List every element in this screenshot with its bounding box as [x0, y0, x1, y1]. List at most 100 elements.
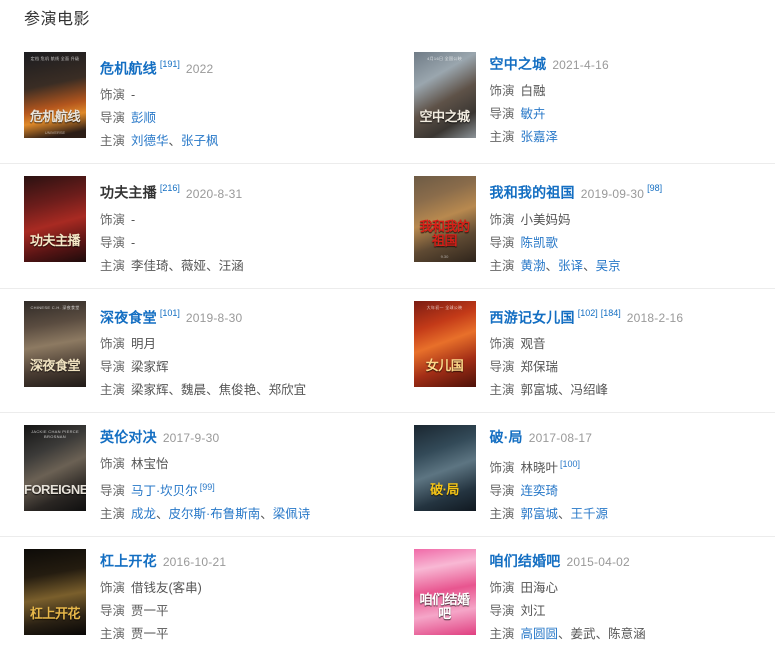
starring-name: 郑欣宜	[269, 383, 307, 397]
meta-label-role: 饰演	[100, 213, 125, 227]
name-separator: 、	[256, 383, 269, 397]
name-separator: 、	[558, 383, 571, 397]
director-value: 贾一平	[131, 604, 169, 618]
director-value[interactable]: 连奕琦	[521, 484, 559, 498]
starring-name[interactable]: 黄渤	[521, 259, 546, 273]
film-title-link[interactable]: 破·局	[490, 429, 523, 445]
film-title-link[interactable]: 西游记女儿国	[490, 309, 575, 325]
meta-label-director: 导演	[100, 236, 125, 250]
director-value: -	[131, 236, 135, 250]
director-value[interactable]: 彭顺	[131, 111, 156, 125]
meta-label-starring: 主演	[490, 130, 515, 144]
meta-line-director: 导演刘江	[490, 600, 775, 623]
role-value: -	[131, 213, 135, 227]
film-title-link[interactable]: 杠上开花	[100, 553, 157, 569]
citation-ref[interactable]: [98]	[647, 183, 662, 193]
citation-ref[interactable]: [191]	[160, 59, 180, 69]
film-poster[interactable]: JACKIE CHAN PIERCE BROSNANFOREIGNER	[24, 425, 86, 511]
starring-name: 姜武	[571, 627, 596, 641]
meta-line-director: 导演陈凯歌	[490, 232, 775, 255]
meta-label-role: 饰演	[100, 88, 125, 102]
meta-label-role: 饰演	[490, 581, 515, 595]
poster-title-art: 我和我的祖国	[414, 220, 476, 248]
film-poster[interactable]: CHINESE C.H. 深夜食堂深夜食堂	[24, 301, 86, 387]
meta-line-role: 饰演白融	[490, 80, 775, 103]
film-title-link[interactable]: 空中之城	[490, 56, 547, 72]
film-title-link[interactable]: 我和我的祖国	[490, 185, 575, 201]
film-title-link[interactable]: 危机航线	[100, 60, 157, 76]
film-poster[interactable]: 咱们结婚吧	[414, 549, 476, 635]
meta-label-role: 饰演	[490, 461, 515, 475]
film-poster[interactable]: 杠上开花	[24, 549, 86, 635]
director-value[interactable]: 陈凯歌	[521, 236, 559, 250]
director-value: 刘江	[521, 604, 546, 618]
starring-name[interactable]: 王千源	[571, 507, 609, 521]
citation-ref[interactable]: [100]	[560, 459, 580, 469]
meta-line-role: 饰演小美妈妈	[490, 209, 775, 232]
starring-name[interactable]: 高圆圆	[521, 627, 559, 641]
film-release-date: 2022	[186, 62, 214, 76]
role-value: -	[131, 88, 135, 102]
director-value[interactable]: 敏卉	[521, 107, 546, 121]
meta-label-director: 导演	[490, 107, 515, 121]
starring-name: 梁家辉	[131, 383, 169, 397]
meta-label-role: 饰演	[100, 337, 125, 351]
film-title-link[interactable]: 英伦对决	[100, 429, 157, 445]
meta-label-starring: 主演	[100, 627, 125, 641]
poster-title-art: 咱们结婚吧	[414, 593, 476, 621]
name-separator: 、	[558, 627, 571, 641]
starring-name[interactable]: 皮尔斯·布鲁斯南	[169, 507, 261, 521]
citation-ref[interactable]: [101]	[160, 308, 180, 318]
starring-name[interactable]: 梁佩诗	[273, 507, 311, 521]
citation-ref[interactable]: [184]	[601, 308, 621, 318]
film-poster[interactable]: 大年初一 全球公映女儿国	[414, 301, 476, 387]
film-title-line: 危机航线[191] 2022	[100, 54, 388, 79]
meta-line-starring: 主演刘德华、张子枫	[100, 130, 388, 153]
film-poster[interactable]: 4月16日 全国公映空中之城	[414, 52, 476, 138]
meta-label-role: 饰演	[100, 581, 125, 595]
starring-name: 李佳琦	[131, 259, 169, 273]
meta-line-starring: 主演贾一平	[100, 623, 388, 646]
starring-name[interactable]: 郭富城	[521, 507, 559, 521]
role-value: 观音	[521, 337, 546, 351]
citation-ref[interactable]: [99]	[200, 482, 215, 492]
meta-label-role: 饰演	[490, 213, 515, 227]
citation-ref[interactable]: [216]	[160, 183, 180, 193]
starring-name[interactable]: 成龙	[131, 507, 156, 521]
film-title-link[interactable]: 深夜食堂	[100, 309, 157, 325]
meta-line-starring: 主演郭富城、王千源	[490, 503, 775, 526]
meta-line-role: 饰演观音	[490, 333, 775, 356]
starring-name[interactable]: 吴京	[596, 259, 621, 273]
meta-line-director: 导演梁家辉	[100, 356, 388, 379]
meta-line-starring: 主演高圆圆、姜武、陈意涵	[490, 623, 775, 646]
film-title-link[interactable]: 咱们结婚吧	[490, 553, 561, 569]
citation-ref[interactable]: [102]	[578, 308, 598, 318]
film-poster[interactable]: 破·局	[414, 425, 476, 511]
starring-name[interactable]: 张嘉泽	[521, 130, 559, 144]
film-poster[interactable]: 功夫主播	[24, 176, 86, 262]
starring-name[interactable]: 张译	[558, 259, 583, 273]
starring-name: 冯绍峰	[571, 383, 609, 397]
poster-title-art: 破·局	[414, 483, 476, 497]
film-release-date: 2020-8-31	[186, 187, 243, 201]
film-title-link: 功夫主播	[100, 185, 157, 201]
name-separator: 、	[169, 259, 182, 273]
starring-name[interactable]: 张子枫	[181, 134, 219, 148]
director-value[interactable]: 马丁·坎贝尔	[131, 484, 198, 498]
starring-name[interactable]: 刘德华	[131, 134, 169, 148]
